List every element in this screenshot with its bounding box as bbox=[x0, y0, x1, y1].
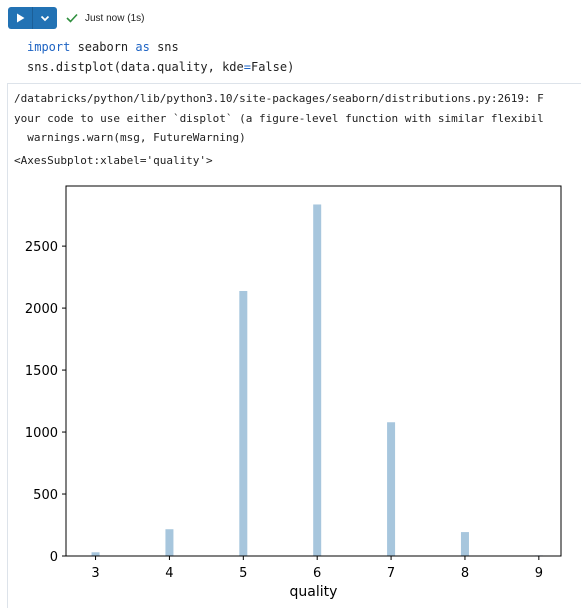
stderr-line: warnings.warn(msg, FutureWarning) bbox=[14, 131, 246, 144]
code-keyword: as bbox=[135, 40, 150, 54]
x-tick-label-4: 4 bbox=[165, 566, 173, 581]
x-tick-label-9: 9 bbox=[535, 566, 543, 581]
code-operator: = bbox=[243, 60, 251, 74]
x-tick-label-8: 8 bbox=[461, 566, 469, 581]
code-text: sns.distplot(data.quality, kde bbox=[27, 60, 244, 74]
stderr-line: your code to use either `displot` (a fig… bbox=[14, 111, 544, 125]
play-icon bbox=[16, 13, 24, 23]
y-tick-label-1000: 1000 bbox=[25, 426, 58, 441]
y-tick-label-2500: 2500 bbox=[25, 240, 58, 255]
y-tick-label-0: 0 bbox=[50, 550, 58, 565]
code-text: sns bbox=[149, 40, 179, 54]
run-options-button[interactable] bbox=[32, 7, 57, 29]
status-text: Just now (1s) bbox=[85, 12, 145, 24]
histogram-bar-4 bbox=[165, 529, 174, 556]
run-cell-button[interactable] bbox=[8, 7, 32, 29]
code-keyword: import bbox=[27, 40, 71, 54]
code-text: False) bbox=[250, 60, 295, 74]
x-tick-label-5: 5 bbox=[239, 566, 247, 581]
histogram-chart: 3 4 5 6 7 8 9 0 500 1000 1500 2000 2500 quality bbox=[25, 185, 562, 600]
histogram-bar-6 bbox=[313, 204, 322, 557]
code-editor[interactable]: import seaborn as sns sns.distplot(data.q… bbox=[27, 37, 294, 77]
y-tick-label-2000: 2000 bbox=[25, 302, 58, 317]
histogram-bar-3 bbox=[91, 552, 100, 556]
cell-toolbar: Just now (1s) bbox=[8, 7, 144, 29]
y-tick-label-500: 500 bbox=[33, 488, 58, 503]
run-button-group bbox=[8, 7, 57, 29]
x-tick-label-6: 6 bbox=[313, 566, 321, 581]
x-tick-label-3: 3 bbox=[91, 566, 99, 581]
y-tick-label-1500: 1500 bbox=[25, 364, 58, 379]
histogram-bar-8 bbox=[460, 532, 469, 556]
plot-frame bbox=[65, 185, 562, 557]
chevron-down-icon bbox=[40, 15, 50, 21]
check-icon bbox=[66, 13, 78, 23]
stderr-output: /databricks/python/lib/python3.10/site-p… bbox=[14, 89, 544, 148]
cell-output: /databricks/python/lib/python3.10/site-p… bbox=[7, 83, 581, 608]
x-tick-label-7: 7 bbox=[387, 566, 395, 581]
code-line-1: import seaborn as sns bbox=[27, 37, 294, 57]
code-line-2: sns.distplot(data.quality, kde=False) bbox=[27, 57, 294, 77]
output-repr: <AxesSubplot:xlabel='quality'> bbox=[14, 154, 213, 167]
histogram-bar-7 bbox=[387, 422, 396, 556]
x-axis-label: quality bbox=[290, 584, 338, 600]
histogram-bar-5 bbox=[239, 290, 248, 556]
run-status: Just now (1s) bbox=[66, 13, 144, 24]
code-text: seaborn bbox=[70, 40, 136, 54]
stderr-line: /databricks/python/lib/python3.10/site-p… bbox=[14, 92, 544, 105]
